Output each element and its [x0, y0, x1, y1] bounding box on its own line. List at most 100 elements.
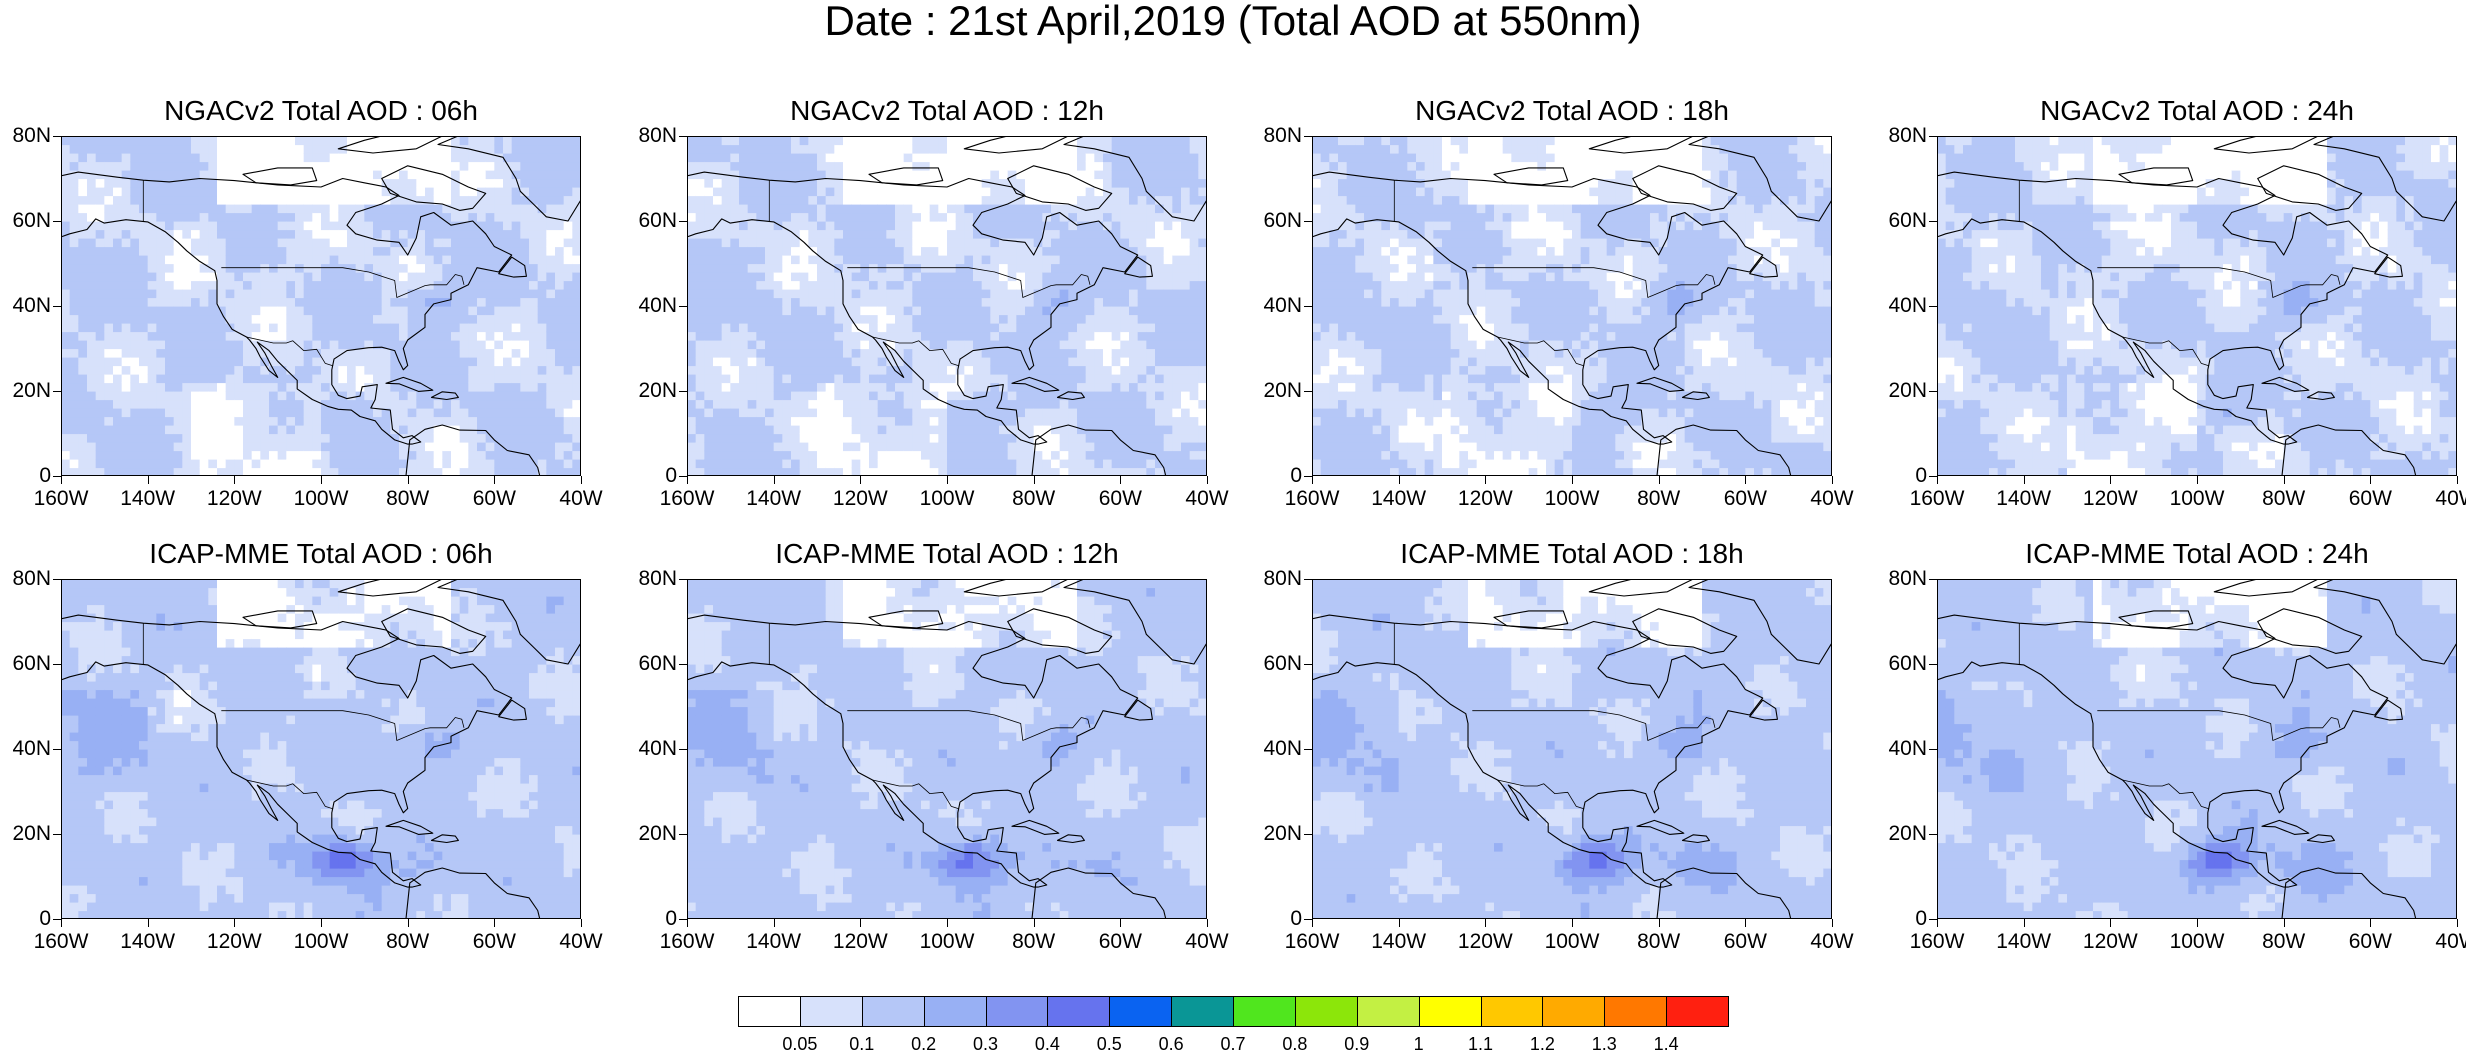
y-tick-label: 40N — [638, 294, 677, 317]
x-tick-label: 140W — [1371, 930, 1427, 953]
aod-map — [1312, 579, 1832, 919]
coastline-path — [1493, 610, 1569, 629]
y-tick-label: 20N — [1263, 822, 1302, 845]
coastline-path — [437, 136, 581, 222]
y-tick-label: 0 — [1915, 907, 1927, 930]
y-tick — [1929, 391, 1937, 392]
colorbar-swatch — [799, 996, 863, 1027]
coastline-path — [1681, 834, 1710, 844]
y-tick-label: 80N — [12, 567, 51, 590]
x-tick-label: 80W — [1637, 487, 1681, 510]
colorbar-swatch — [1480, 996, 1544, 1027]
x-tick-label: 60W — [472, 487, 516, 510]
x-tick-label: 140W — [746, 487, 802, 510]
border-path — [2122, 779, 2210, 810]
border-path — [1497, 336, 1585, 367]
x-tick — [2283, 476, 2285, 484]
colorbar-label: 1 — [1413, 1034, 1424, 1054]
colorbar-swatch — [985, 996, 1049, 1027]
coastline-path — [498, 256, 527, 278]
aod-grid-cells — [1937, 136, 2457, 476]
border-path — [2097, 710, 2341, 741]
aod-map — [61, 579, 581, 919]
aod-field-svg — [1937, 136, 2457, 476]
y-tick-label: 20N — [638, 379, 677, 402]
y-tick — [679, 136, 687, 137]
x-tick-label: 100W — [1544, 487, 1600, 510]
coastline-path — [1063, 136, 1207, 222]
x-tick — [687, 919, 688, 927]
x-tick-label: 40W — [559, 930, 603, 953]
x-tick-label: 160W — [1284, 487, 1340, 510]
y-tick-label: 20N — [1888, 822, 1927, 845]
x-tick-label: 100W — [2169, 930, 2225, 953]
y-tick — [1304, 919, 1312, 920]
y-tick — [1304, 834, 1312, 835]
x-tick-label: 160W — [33, 930, 89, 953]
colorbar-swatch — [1604, 996, 1668, 1027]
aod-map — [61, 136, 581, 476]
coastline-path — [1063, 579, 1207, 665]
y-tick-label: 40N — [1263, 294, 1302, 317]
figure-title: Date : 21st April,2019 (Total AOD at 550… — [824, 0, 1642, 44]
map-panel: ICAP-MME Total AOD : 18h 80N 60N 40N 20N 0 160… — [1263, 538, 1853, 953]
y-tick-label: 60N — [1263, 652, 1302, 675]
y-tick-label: 80N — [638, 567, 677, 590]
x-tick — [1398, 919, 1400, 927]
coastline-path — [405, 424, 541, 476]
aod-field-svg — [61, 136, 581, 476]
aod-field-svg — [1937, 579, 2457, 919]
y-tick — [1929, 221, 1937, 222]
x-tick — [1485, 476, 1487, 484]
aod-map — [687, 136, 1207, 476]
x-tick — [321, 476, 322, 484]
coastline-path — [1688, 136, 1832, 222]
y-tick — [1304, 476, 1312, 477]
y-tick — [679, 579, 687, 580]
coastline-path — [687, 171, 1139, 445]
colorbar-label: 0.2 — [911, 1034, 937, 1054]
coastline-path — [2374, 256, 2403, 278]
x-tick-label: 120W — [2082, 487, 2138, 510]
x-tick — [2283, 919, 2285, 927]
colorbar-label: 0.6 — [1158, 1034, 1184, 1054]
aod-map — [1937, 136, 2457, 476]
x-tick — [494, 476, 496, 484]
y-tick-label: 0 — [665, 464, 677, 487]
border-path — [1472, 267, 1716, 298]
x-tick — [860, 476, 862, 484]
coastline-path — [242, 610, 318, 629]
coastline-overlay — [61, 136, 581, 476]
y-tick — [53, 664, 61, 665]
coastline-path — [2261, 376, 2310, 392]
x-tick — [581, 476, 582, 484]
x-tick-label: 100W — [1544, 930, 1600, 953]
coastline-path — [868, 167, 944, 186]
y-tick — [53, 834, 61, 835]
coastline-path — [2118, 610, 2194, 629]
colorbar-label: 1.4 — [1653, 1034, 1679, 1054]
border-path — [847, 267, 1091, 298]
x-tick-label: 140W — [746, 930, 802, 953]
coastline-path — [405, 867, 541, 919]
coastline-path — [2313, 579, 2457, 665]
x-tick — [234, 476, 236, 484]
y-tick-label: 0 — [665, 907, 677, 930]
x-tick — [2023, 476, 2025, 484]
x-tick — [1207, 919, 1208, 927]
coastline-overlay — [687, 136, 1207, 476]
y-tick-label: 0 — [39, 464, 51, 487]
y-tick-label: 60N — [12, 209, 51, 232]
y-tick-label: 60N — [12, 652, 51, 675]
y-tick — [1304, 391, 1312, 392]
coastline-path — [1688, 579, 1832, 665]
y-tick — [1304, 221, 1312, 222]
y-tick-label: 40N — [638, 737, 677, 760]
x-tick — [234, 919, 236, 927]
coastline-path — [385, 819, 434, 835]
border-path — [872, 336, 960, 367]
aod-field-svg — [1312, 579, 1832, 919]
x-tick — [1120, 476, 1122, 484]
aod-field-svg — [687, 136, 1207, 476]
coastline-overlay — [1312, 136, 1832, 476]
